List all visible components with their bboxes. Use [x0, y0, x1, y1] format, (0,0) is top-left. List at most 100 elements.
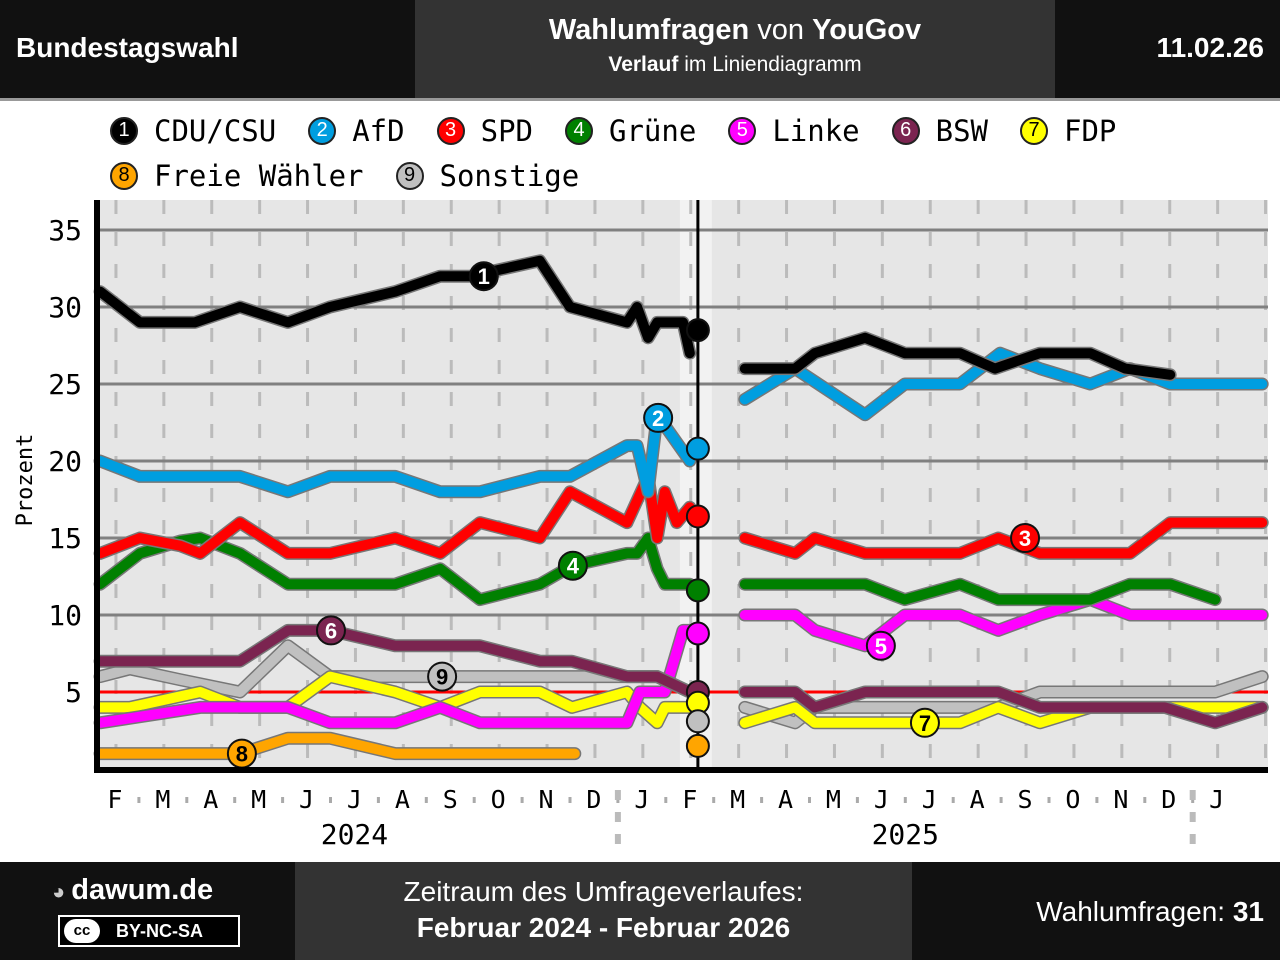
month-label: F: [107, 785, 122, 814]
election-band: [679, 200, 712, 770]
dawum-logo[interactable]: ◕ dawum.de: [52, 874, 214, 907]
legend-marker: 3: [436, 116, 465, 145]
marker-number: 8: [236, 742, 248, 767]
month-label: N: [539, 785, 554, 814]
y-tick-label: 25: [48, 368, 82, 401]
legend-label: CDU/CSU: [154, 113, 277, 148]
election-result-dot: [685, 709, 710, 734]
title-wahlumfragen: Wahlumfragen: [548, 14, 750, 46]
legend-marker: 8: [110, 161, 138, 190]
legend-marker: 4: [565, 116, 593, 145]
series-label-marker: 3: [1010, 523, 1041, 553]
series-label-marker: 9: [427, 661, 458, 692]
y-tick-label: 35: [48, 214, 82, 247]
period-label: Zeitraum des Umfrageverlaufes:: [403, 876, 804, 907]
legend-marker: 1: [110, 116, 138, 145]
month-label: D: [586, 785, 601, 814]
legend-item: 4 Grüne: [565, 108, 696, 153]
poll-count-label: Wahlumfragen:: [1036, 896, 1233, 927]
legend-label: FDP: [1064, 113, 1117, 148]
election-result-dot: [685, 504, 710, 529]
month-label: S: [1018, 785, 1033, 814]
month-label: F: [682, 785, 697, 814]
month-label: J: [1209, 785, 1224, 814]
series-line: [95, 625, 695, 728]
series-line: [95, 671, 695, 728]
marker-number: 4: [567, 554, 580, 579]
legend-label: Grüne: [609, 113, 697, 148]
month-label: A: [970, 785, 985, 814]
series-line: [739, 332, 1176, 380]
series-line: [95, 533, 695, 605]
legend: 1 CDU/CSU 2 AfD 3 SPD 4 Grüne 5 Linke 6 BSW 7 FDP 8 Fre…: [110, 108, 1230, 198]
logo-icon: ◕: [52, 879, 66, 904]
month-label: A: [203, 785, 218, 814]
month-label: J: [299, 785, 314, 814]
month-label: O: [491, 785, 506, 814]
legend-item: 1 CDU/CSU: [110, 108, 276, 153]
legend-item: 7 FDP: [1020, 108, 1116, 153]
year-label: 2025: [872, 818, 939, 851]
series-line: [739, 579, 1221, 605]
election-result-dot: [685, 578, 710, 603]
legend-item: 3 SPD: [436, 108, 533, 153]
series-label-marker: 5: [865, 630, 896, 661]
legend-label: Sonstige: [439, 158, 580, 193]
month-label: J: [347, 785, 362, 814]
footer: ◕ dawum.de cc BY-NC-SA Zeitraum des Umfrag…: [0, 862, 1280, 960]
legend-item: 8 Freie Wähler: [110, 153, 364, 198]
legend-item: 5 Linke: [728, 108, 860, 153]
legend-label: Linke: [772, 113, 860, 148]
marker-number: 7: [919, 711, 931, 736]
license-text: BY-NC-SA: [116, 921, 204, 941]
legend-marker: 6: [891, 116, 920, 145]
election-name: Bundestagswahl: [16, 32, 239, 63]
election-result-dot: [685, 733, 710, 758]
marker-circle: [865, 630, 896, 661]
marker-number: 1: [478, 264, 490, 289]
month-label: M: [155, 785, 170, 814]
month-label: O: [1065, 785, 1080, 814]
header-divider: [0, 98, 1280, 101]
marker-number: 5: [875, 634, 887, 659]
series-label-marker: 2: [643, 402, 674, 433]
month-label: M: [730, 785, 745, 814]
series-label-marker: 4: [557, 550, 588, 581]
legend-label: Freie Wähler: [154, 158, 364, 193]
series-label-marker: 8: [226, 738, 257, 769]
month-label: A: [395, 785, 410, 814]
election-result-dot: [685, 318, 710, 343]
series-line: [95, 471, 695, 559]
y-tick-label: 10: [48, 599, 82, 632]
subtitle-verlauf: Verlauf: [608, 53, 679, 76]
marker-circle: [557, 550, 588, 581]
y-axis-label: Prozent: [13, 434, 38, 527]
marker-circle: [1010, 523, 1041, 553]
month-label: J: [634, 785, 649, 814]
legend-marker: 2: [308, 116, 337, 145]
month-label: D: [1161, 785, 1176, 814]
y-tick-label: 5: [65, 676, 82, 709]
marker-circle: [427, 661, 458, 692]
election-result-dot: [685, 436, 710, 461]
header: Bundestagswahl Wahlumfragen von YouGov V…: [0, 0, 1280, 98]
title-von: von: [749, 14, 813, 46]
legend-item: 2 AfD: [308, 108, 405, 153]
legend-label: BSW: [935, 113, 989, 148]
legend-label: SPD: [480, 113, 533, 148]
series-line: [95, 625, 695, 697]
legend-marker: 5: [728, 116, 757, 145]
period-value: Februar 2024 - Februar 2026: [416, 912, 791, 943]
marker-number: 2: [652, 406, 664, 431]
poll-count: Wahlumfragen: 31: [1036, 896, 1264, 928]
legend-item: 9 Sonstige: [395, 153, 580, 198]
legend-item: 6 BSW: [891, 108, 989, 153]
month-label: J: [874, 785, 889, 814]
cc-icon: cc: [64, 919, 100, 943]
marker-number: 6: [325, 618, 337, 643]
marker-number: 3: [1019, 526, 1031, 551]
marker-circle: [909, 707, 940, 738]
license-badge[interactable]: cc BY-NC-SA: [58, 915, 240, 947]
logo-text: dawum.de: [71, 874, 214, 906]
